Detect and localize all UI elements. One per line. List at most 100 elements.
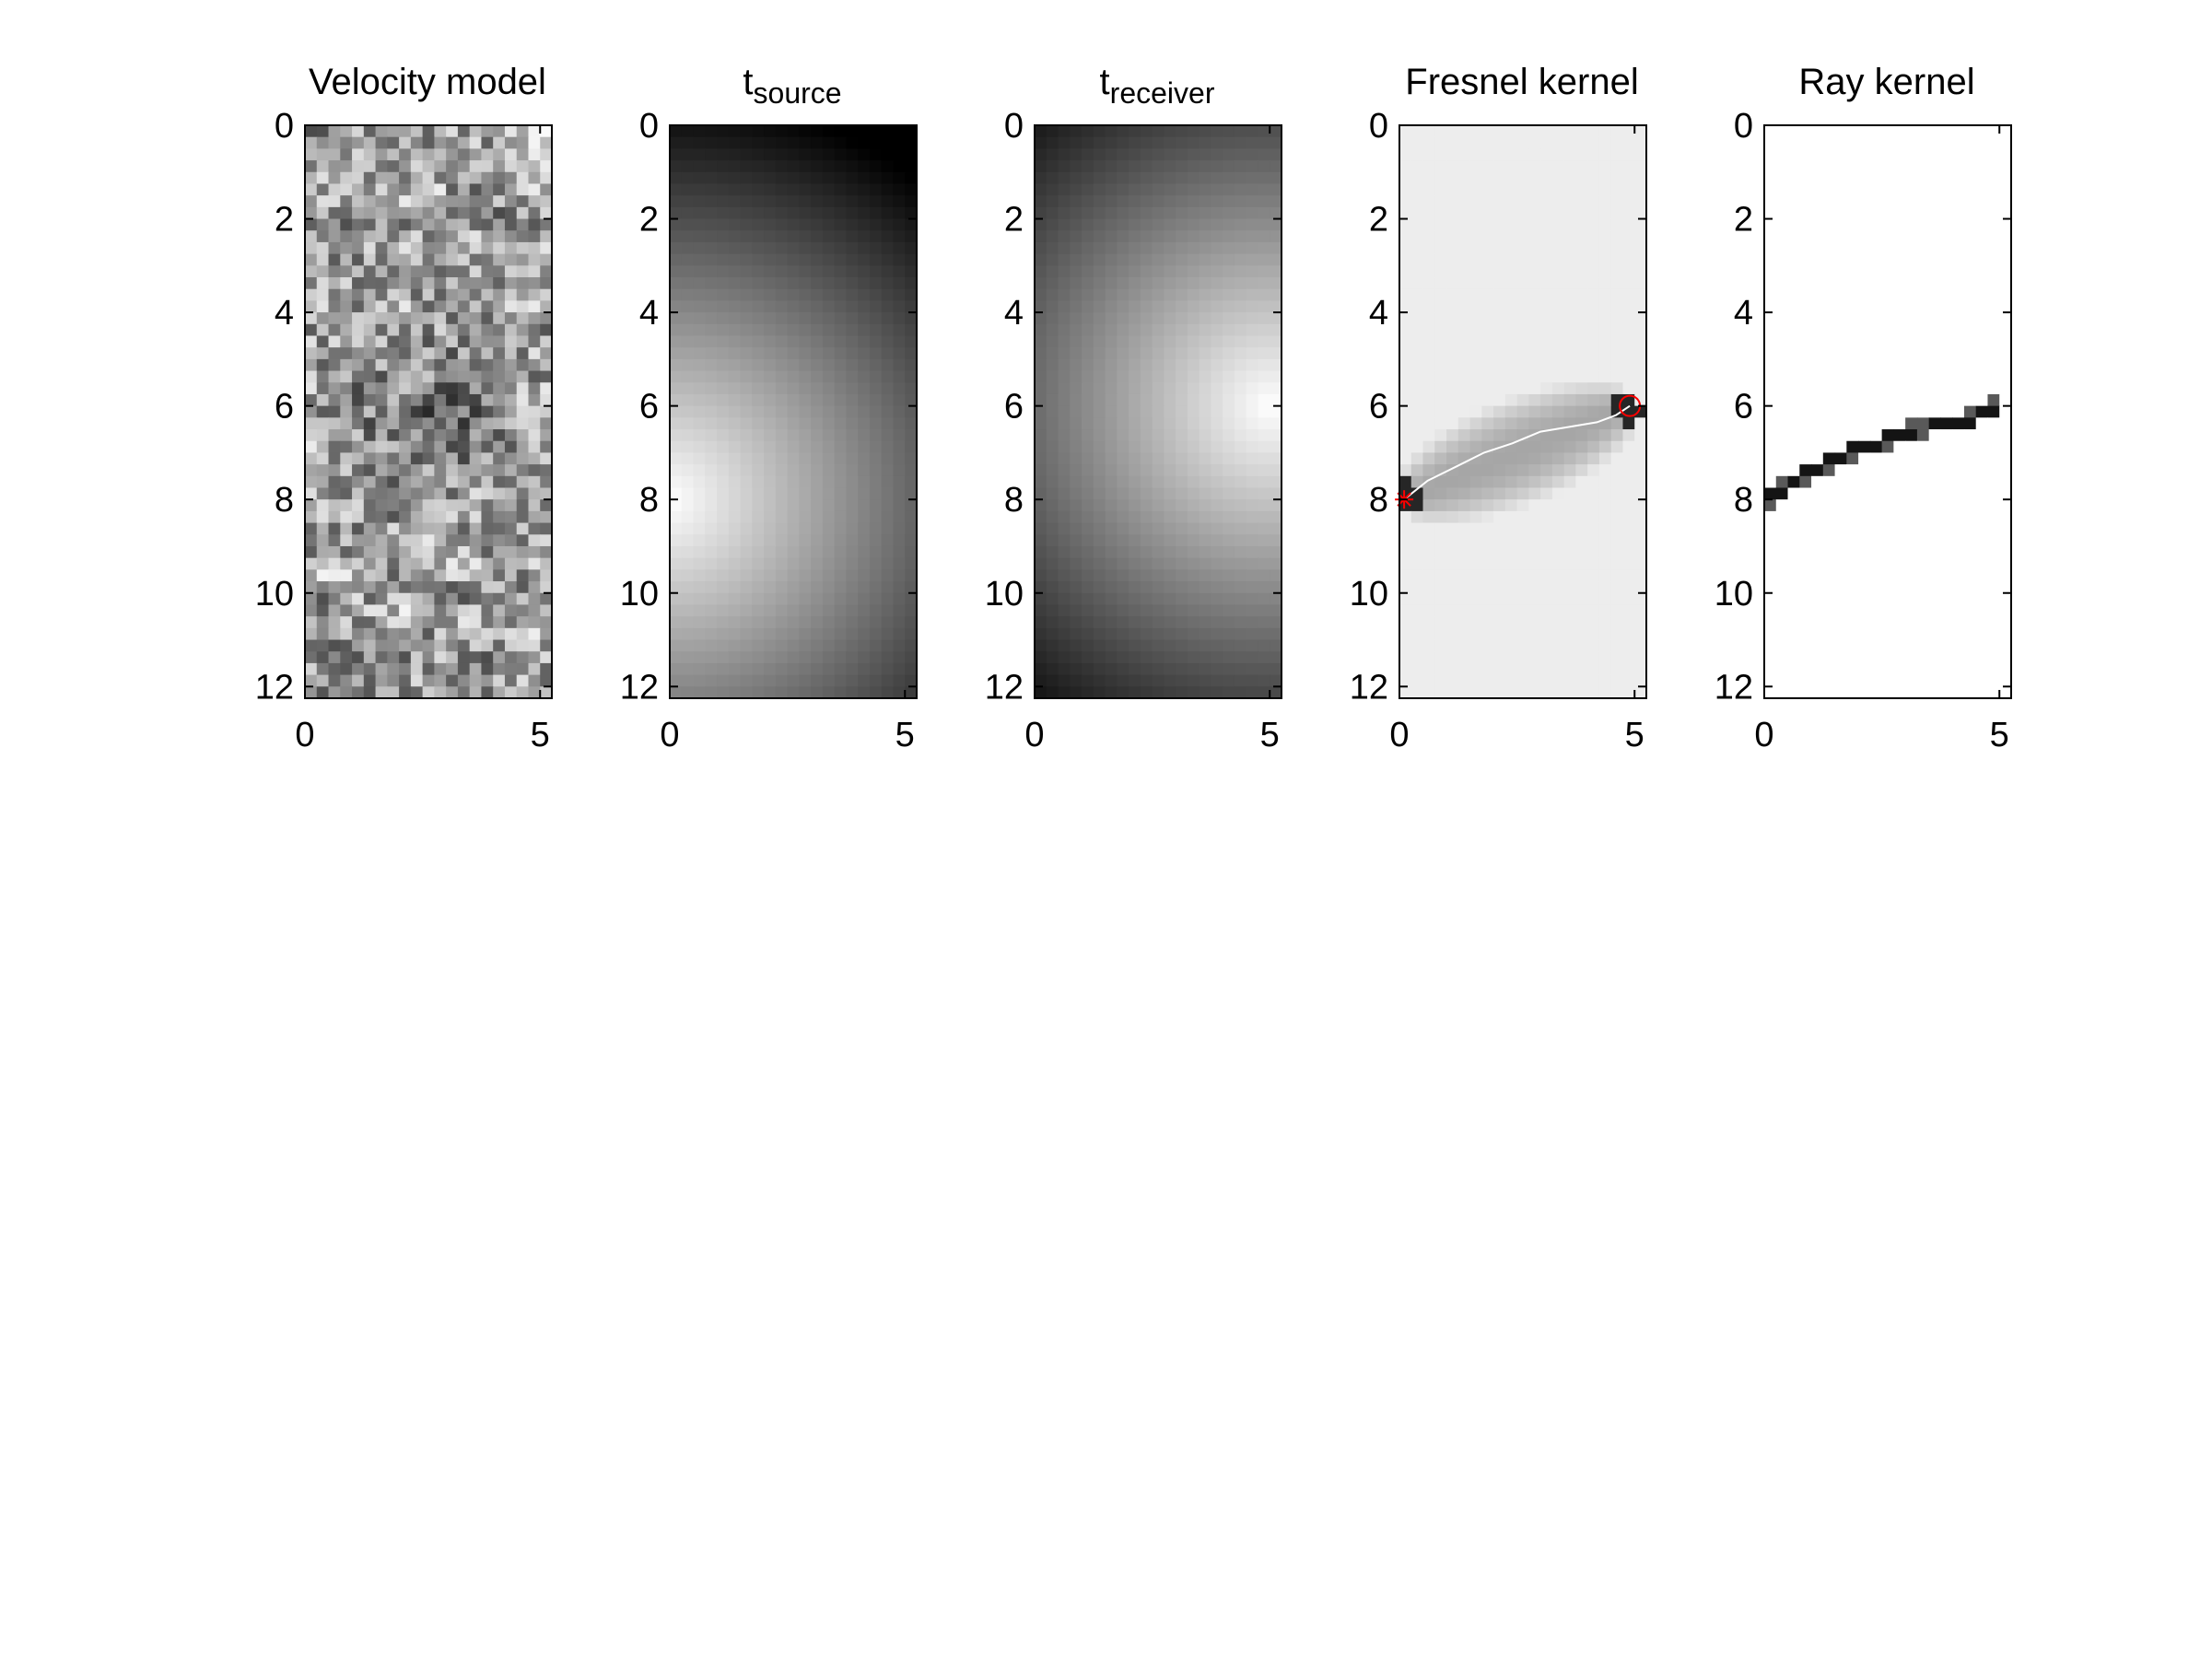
heatmap-cell xyxy=(1622,557,1635,570)
heatmap-cell xyxy=(316,452,330,465)
heatmap-cell xyxy=(1422,370,1435,383)
heatmap-cell xyxy=(1187,218,1200,231)
heatmap-cell xyxy=(1846,183,1859,196)
heatmap-cell xyxy=(752,475,765,489)
heatmap-cell xyxy=(1270,639,1282,652)
heatmap-cell xyxy=(693,230,706,243)
heatmap-cell xyxy=(799,662,812,676)
y-tick-label: 2 xyxy=(275,201,294,240)
heatmap-cell xyxy=(1916,464,1930,477)
heatmap-cell xyxy=(881,651,895,664)
heatmap-cell xyxy=(1223,510,1235,524)
heatmap-cell xyxy=(740,277,753,290)
heatmap-cell xyxy=(1869,241,1883,255)
heatmap-cell xyxy=(1187,686,1200,699)
heatmap-cell xyxy=(1881,136,1894,149)
heatmap-cell xyxy=(1987,183,2000,196)
heatmap-cell xyxy=(1940,218,1953,231)
heatmap-cell xyxy=(469,347,483,360)
heatmap-cell xyxy=(1176,136,1188,149)
heatmap-cell xyxy=(1858,218,1871,231)
heatmap-cell xyxy=(858,639,871,652)
heatmap-cell xyxy=(1764,241,1777,255)
heatmap-cell xyxy=(387,522,400,535)
heatmap-cell xyxy=(1987,218,2000,231)
heatmap-cell xyxy=(516,358,530,372)
heatmap-cell xyxy=(799,288,812,301)
heatmap-cell xyxy=(1551,206,1565,220)
heatmap-cell xyxy=(1199,510,1212,524)
heatmap-cell xyxy=(1399,627,1412,641)
heatmap-cell xyxy=(1846,452,1859,465)
heatmap-cell xyxy=(717,405,730,418)
heatmap-cell xyxy=(728,241,742,255)
heatmap-cell xyxy=(869,405,883,418)
heatmap-cell xyxy=(504,545,518,559)
heatmap-cell xyxy=(493,686,506,699)
heatmap-cell xyxy=(1422,206,1435,220)
heatmap-cell xyxy=(681,522,695,535)
heatmap-cell xyxy=(1764,160,1777,173)
heatmap-cell xyxy=(469,218,483,231)
heatmap-cell xyxy=(799,475,812,489)
heatmap-cell xyxy=(410,241,424,255)
heatmap-cell xyxy=(740,382,753,395)
heatmap-cell xyxy=(717,206,730,220)
heatmap-cell xyxy=(1540,604,1553,617)
heatmap-cell xyxy=(1422,241,1435,255)
heatmap-cell xyxy=(1610,464,1624,477)
heatmap-cell xyxy=(1270,581,1282,594)
heatmap-cell xyxy=(1422,417,1435,430)
heatmap-cell xyxy=(1999,475,2012,489)
heatmap-cell xyxy=(1528,230,1541,243)
heatmap-cell xyxy=(422,627,435,641)
heatmap-cell xyxy=(1634,499,1647,512)
heatmap-cell xyxy=(399,218,412,231)
heatmap-cell xyxy=(1058,300,1071,313)
heatmap-cell xyxy=(528,358,541,372)
heatmap-cell xyxy=(1622,651,1635,664)
heatmap-cell xyxy=(1410,452,1424,465)
heatmap-cell xyxy=(717,639,730,652)
heatmap-cell xyxy=(752,288,765,301)
heatmap-cell xyxy=(1834,230,1847,243)
heatmap-cell xyxy=(1093,440,1106,454)
heatmap-cell xyxy=(893,358,906,372)
heatmap-cell xyxy=(1399,569,1412,582)
heatmap-cell xyxy=(1258,393,1270,407)
heatmap-cell xyxy=(740,288,753,301)
y-tick-label: 10 xyxy=(620,575,659,613)
heatmap-cell xyxy=(1787,335,1800,348)
heatmap-cell xyxy=(528,662,541,676)
heatmap-cell xyxy=(1528,370,1541,383)
heatmap-cell xyxy=(693,440,706,454)
heatmap-cell xyxy=(1563,370,1577,383)
heatmap-cell xyxy=(1799,522,1812,535)
heatmap-cell xyxy=(1187,288,1200,301)
heatmap-cell xyxy=(787,510,800,524)
heatmap-cell xyxy=(787,674,800,687)
heatmap-cell xyxy=(446,429,459,442)
heatmap-cell xyxy=(1140,604,1153,617)
heatmap-cell xyxy=(728,253,742,266)
heatmap-cell xyxy=(1469,160,1482,173)
heatmap-cell xyxy=(1152,487,1165,500)
heatmap-cell xyxy=(1775,405,1789,418)
heatmap-cell xyxy=(1457,662,1471,676)
heatmap-cell xyxy=(846,195,859,208)
heatmap-cell xyxy=(787,417,800,430)
heatmap-cell xyxy=(504,148,518,161)
heatmap-cell xyxy=(1764,218,1777,231)
heatmap-cell xyxy=(434,136,447,149)
heatmap-cell xyxy=(1551,651,1565,664)
heatmap-cell xyxy=(1258,487,1270,500)
heatmap-cell xyxy=(469,335,483,348)
heatmap-cell xyxy=(822,312,836,325)
heatmap-cell xyxy=(1952,312,1965,325)
heatmap-cell xyxy=(422,358,435,372)
heatmap-cell xyxy=(363,335,377,348)
heatmap-cell xyxy=(1775,312,1789,325)
heatmap-cell xyxy=(1551,195,1565,208)
heatmap-cell xyxy=(316,171,330,185)
heatmap-cell xyxy=(352,265,365,278)
